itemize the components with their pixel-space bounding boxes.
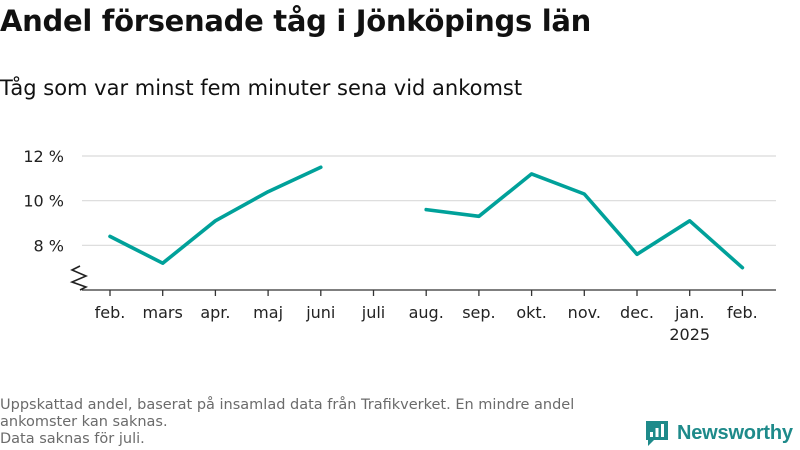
x-tick-label: juli [361, 303, 385, 322]
newsworthy-logo[interactable]: Newsworthy [644, 419, 793, 447]
footnote: Uppskattad andel, baserat på insamlad da… [0, 397, 630, 448]
x-tick-label: dec. [620, 303, 654, 322]
y-tick-label: 8 % [34, 236, 64, 255]
footnote-line: ankomster kan saknas. [0, 414, 168, 430]
x-tick-label: feb. [95, 303, 126, 322]
x-tick-label: juni [305, 303, 335, 322]
x-tick-label: nov. [568, 303, 601, 322]
chart-subtitle: Tåg som var minst fem minuter sena vid a… [0, 76, 523, 100]
x-tick-label: okt. [516, 303, 546, 322]
x-tick-label: maj [253, 303, 283, 322]
x-tick-label: jan. [674, 303, 704, 322]
x-tick-label: apr. [200, 303, 230, 322]
series-layer [108, 165, 745, 270]
x-tick-label: feb. [727, 303, 758, 322]
footnote-line: Uppskattad andel, baserat på insamlad da… [0, 397, 575, 413]
logo-text: Newsworthy [677, 421, 793, 444]
series-line [424, 172, 745, 270]
x-year-label: 2025 [669, 325, 710, 344]
footnote-line: Data saknas för juli. [0, 431, 145, 447]
chart-title: Andel försenade tåg i Jönköpings län [0, 4, 591, 38]
newsworthy-logo-icon [646, 421, 668, 446]
grid-layer [82, 155, 776, 246]
series-line [108, 165, 323, 265]
axis-layer: 8 % 10 % 12 % feb. mars apr. maj juni juli aug. se… [23, 147, 776, 344]
axis-break-icon [69, 265, 89, 291]
y-tick-label: 12 % [23, 147, 64, 166]
line-chart: 8 % 10 % 12 % feb. mars apr. maj juni juli aug. se… [23, 147, 776, 344]
x-tick-label: aug. [409, 303, 444, 322]
y-tick-label: 10 % [23, 192, 64, 211]
x-tick-label: sep. [462, 303, 495, 322]
x-tick-label: mars [143, 303, 183, 322]
